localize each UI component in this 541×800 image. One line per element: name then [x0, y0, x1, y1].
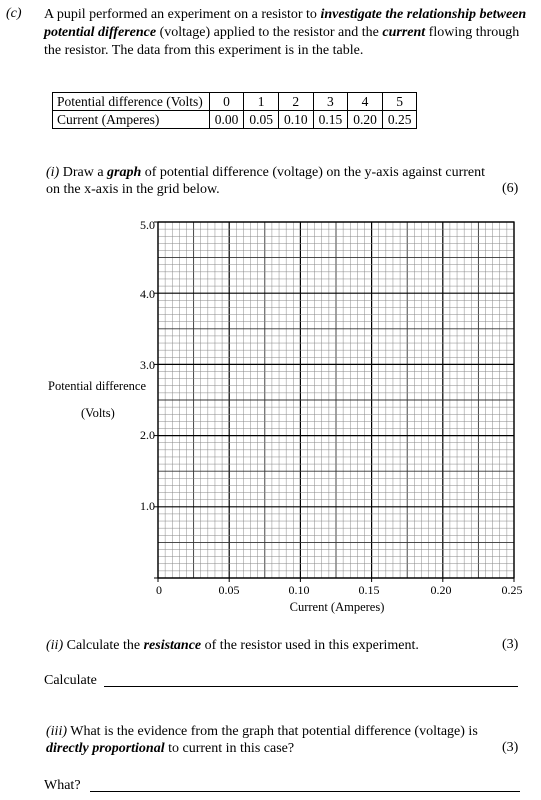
table-cell: 0.00 — [208, 110, 245, 129]
part-iii-text-2: to current in this case? — [164, 741, 295, 756]
intro-text-3: flowing through the resistor. The data f… — [44, 25, 520, 58]
table-cell: 0.25 — [381, 110, 418, 129]
part-iii-text-1: What is the evidence from the graph that… — [67, 724, 478, 739]
axis-ticks: 5.0 4.0 3.0 2.0 1.0 0 0.05 0.10 0.15 0.2… — [140, 218, 523, 614]
x-tick-label: 0.10 — [289, 583, 310, 597]
table-cell: 0.05 — [243, 110, 279, 129]
x-tick-label: 0.25 — [502, 583, 523, 597]
grid-lines — [154, 221, 515, 582]
x-tick-label: 0 — [156, 583, 162, 597]
y-tick-label: 4.0 — [140, 287, 155, 301]
part-iii-answer-line[interactable] — [90, 791, 520, 792]
y-axis-unit: (Volts) — [81, 406, 115, 420]
data-table: Potential difference (Volts) 0 1 2 3 4 5… — [52, 92, 418, 129]
table-header-voltage: Potential difference (Volts) — [52, 92, 210, 111]
intro-emphasis-1: investigate the relationship between pot… — [44, 7, 527, 40]
intro-emphasis-2: current — [382, 25, 426, 40]
part-ii-emphasis: resistance — [143, 638, 202, 653]
intro-text-2: (voltage) applied to the resistor and th… — [156, 25, 383, 40]
table-cell: 0.15 — [312, 110, 349, 129]
part-i-text-2: of potential difference (voltage) on the… — [46, 165, 486, 197]
part-iii-text: (iii) What is the evidence from the grap… — [46, 723, 498, 757]
part-ii-text: (ii) Calculate the resistance of the res… — [46, 637, 419, 654]
part-i-marks: (6) — [502, 181, 519, 196]
question-label: (c) — [6, 6, 22, 21]
part-iii-answer-prompt: What? — [44, 778, 81, 793]
table-header-current: Current (Amperes) — [52, 110, 210, 129]
table-row-current: Current (Amperes) 0.00 0.05 0.10 0.15 0.… — [52, 110, 418, 129]
table-cell: 0.10 — [277, 110, 314, 129]
y-axis-label: Potential difference — [48, 379, 146, 393]
x-axis-label: Current (Amperes) — [290, 600, 385, 614]
question-intro: A pupil performed an experiment on a res… — [44, 6, 534, 60]
part-iii-label: (iii) — [46, 724, 67, 739]
part-ii-answer-prompt: Calculate — [44, 673, 97, 688]
x-tick-label: 0.20 — [431, 583, 452, 597]
part-i-text: (i) Draw a graph of potential difference… — [46, 164, 486, 198]
grid-border — [157, 221, 515, 579]
part-ii-answer-line[interactable] — [104, 686, 518, 687]
y-tick-label: 1.0 — [140, 499, 155, 513]
y-tick-label: 3.0 — [140, 358, 155, 372]
part-ii-marks: (3) — [502, 637, 519, 652]
table-cell: 0.20 — [347, 110, 383, 129]
part-i-label: (i) — [46, 165, 60, 180]
part-ii-label: (ii) — [46, 638, 64, 653]
intro-text-1: A pupil performed an experiment on a res… — [44, 7, 321, 22]
part-iii-emphasis: directly proportional — [46, 741, 165, 756]
y-tick-label: 5.0 — [140, 218, 155, 232]
part-ii-text-1: Calculate the — [63, 638, 144, 653]
x-tick-label: 0.15 — [359, 583, 380, 597]
part-i-text-1: Draw a — [59, 165, 108, 180]
part-ii-text-2: of the resistor used in this experiment. — [201, 638, 419, 653]
part-iii-marks: (3) — [502, 740, 519, 755]
y-tick-label: 2.0 — [140, 428, 155, 442]
x-tick-label: 0.05 — [219, 583, 240, 597]
table-row-voltage: Potential difference (Volts) 0 1 2 3 4 5 — [52, 92, 418, 111]
part-i-emphasis: graph — [107, 165, 142, 180]
